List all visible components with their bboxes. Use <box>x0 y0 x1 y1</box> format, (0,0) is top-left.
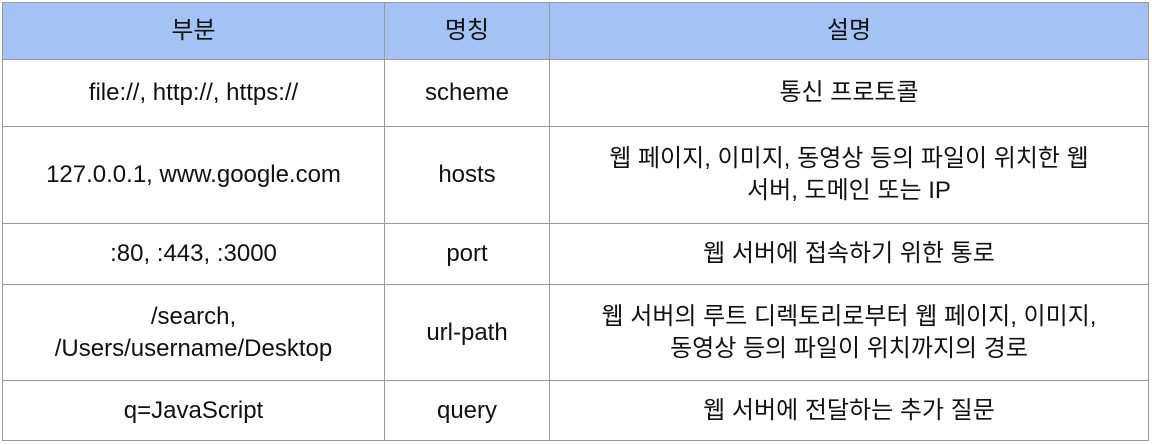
column-header-part: 부분 <box>2 2 385 60</box>
description-line: 서버, 도메인 또는 IP <box>747 177 951 204</box>
cell-name: hosts <box>384 126 550 224</box>
description-line: 동영상 등의 파일이 위치까지의 경로 <box>670 334 1028 362</box>
description-line: 웹 서버에 전달하는 추가 질문 <box>703 396 995 424</box>
cell-description: 통신 프로토콜 <box>549 59 1149 127</box>
table-row: /search, /Users/username/Desktop url-pat… <box>2 284 1149 381</box>
cell-name: scheme <box>384 59 550 127</box>
column-header-description: 설명 <box>549 2 1149 60</box>
cell-name: url-path <box>384 284 550 381</box>
column-header-name: 명칭 <box>384 2 550 60</box>
cell-part: q=JavaScript <box>2 380 385 441</box>
cell-name: port <box>384 223 550 285</box>
cell-part: file://, http://, https:// <box>2 59 385 127</box>
description-line: 웹 서버의 루트 디렉토리로부터 웹 페이지, 이미지, <box>601 302 1097 330</box>
part-line: /Users/username/Desktop <box>54 334 333 362</box>
description-line: 웹 서버에 접속하기 위한 통로 <box>703 240 995 267</box>
part-line: /search, <box>150 302 237 330</box>
cell-part: 127.0.0.1, www.google.com <box>2 126 385 224</box>
cell-description: 웹 서버의 루트 디렉토리로부터 웹 페이지, 이미지, 동영상 등의 파일이 … <box>549 284 1149 381</box>
cell-part: /search, /Users/username/Desktop <box>2 284 385 381</box>
table-row: :80, :443, :3000 port 웹 서버에 접속하기 위한 통로 <box>2 223 1149 285</box>
description-line: 통신 프로토콜 <box>779 79 919 106</box>
cell-part: :80, :443, :3000 <box>2 223 385 285</box>
cell-name: query <box>384 380 550 441</box>
cell-description: 웹 서버에 전달하는 추가 질문 <box>549 380 1149 441</box>
table-row: 127.0.0.1, www.google.com hosts 웹 페이지, 이… <box>2 126 1149 224</box>
cell-description: 웹 페이지, 이미지, 동영상 등의 파일이 위치한 웹 서버, 도메인 또는 … <box>549 126 1149 224</box>
cell-description: 웹 서버에 접속하기 위한 통로 <box>549 223 1149 285</box>
table-row: q=JavaScript query 웹 서버에 전달하는 추가 질문 <box>2 380 1149 441</box>
table-row: file://, http://, https:// scheme 통신 프로토… <box>2 59 1149 127</box>
description-line: 웹 페이지, 이미지, 동영상 등의 파일이 위치한 웹 <box>609 145 1089 172</box>
table-header-row: 부분 명칭 설명 <box>2 2 1149 60</box>
